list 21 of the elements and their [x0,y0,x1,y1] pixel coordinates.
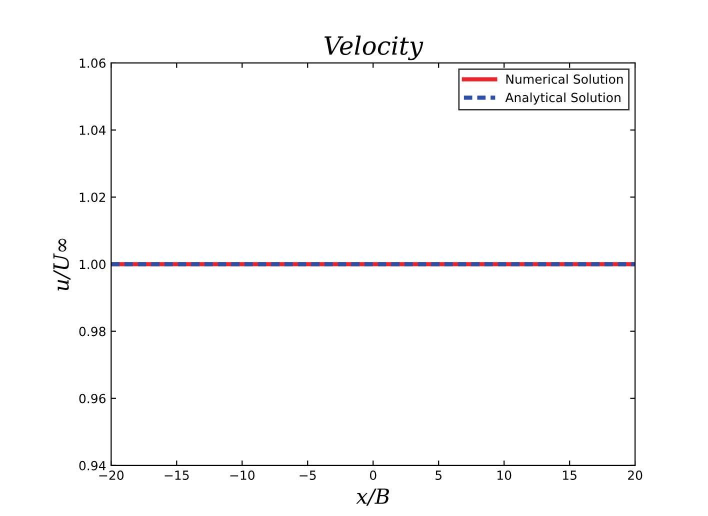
y-tick-label: 0.98 [79,326,106,336]
legend-label: Analytical Solution [505,92,620,105]
x-tick-label: 15 [563,470,576,480]
chart-title: Velocity [324,36,424,60]
x-tick-label: 10 [498,470,512,480]
legend-label: Numerical Solution [506,74,623,84]
x-tick-label: −20 [99,470,124,480]
y-tick-label: 1.04 [80,126,106,135]
x-tick-label: −10 [230,470,254,480]
x-tick-label: −5 [300,470,316,480]
y-tick-label: 1.06 [80,58,106,68]
y-tick-label: 1.02 [80,192,106,202]
y-tick-label: 0.94 [79,460,106,470]
x-tick-label: 20 [628,470,642,480]
x-tick-label: −15 [164,470,189,480]
x-tick-label: 0 [370,470,376,480]
y-tick-label: 0.96 [79,394,106,404]
x-axis-title: x/B [356,488,389,506]
y-tick-label: 1.00 [80,260,106,270]
x-tick-label: 5 [436,470,442,480]
y-axis-title: u/U∞ [53,238,71,290]
